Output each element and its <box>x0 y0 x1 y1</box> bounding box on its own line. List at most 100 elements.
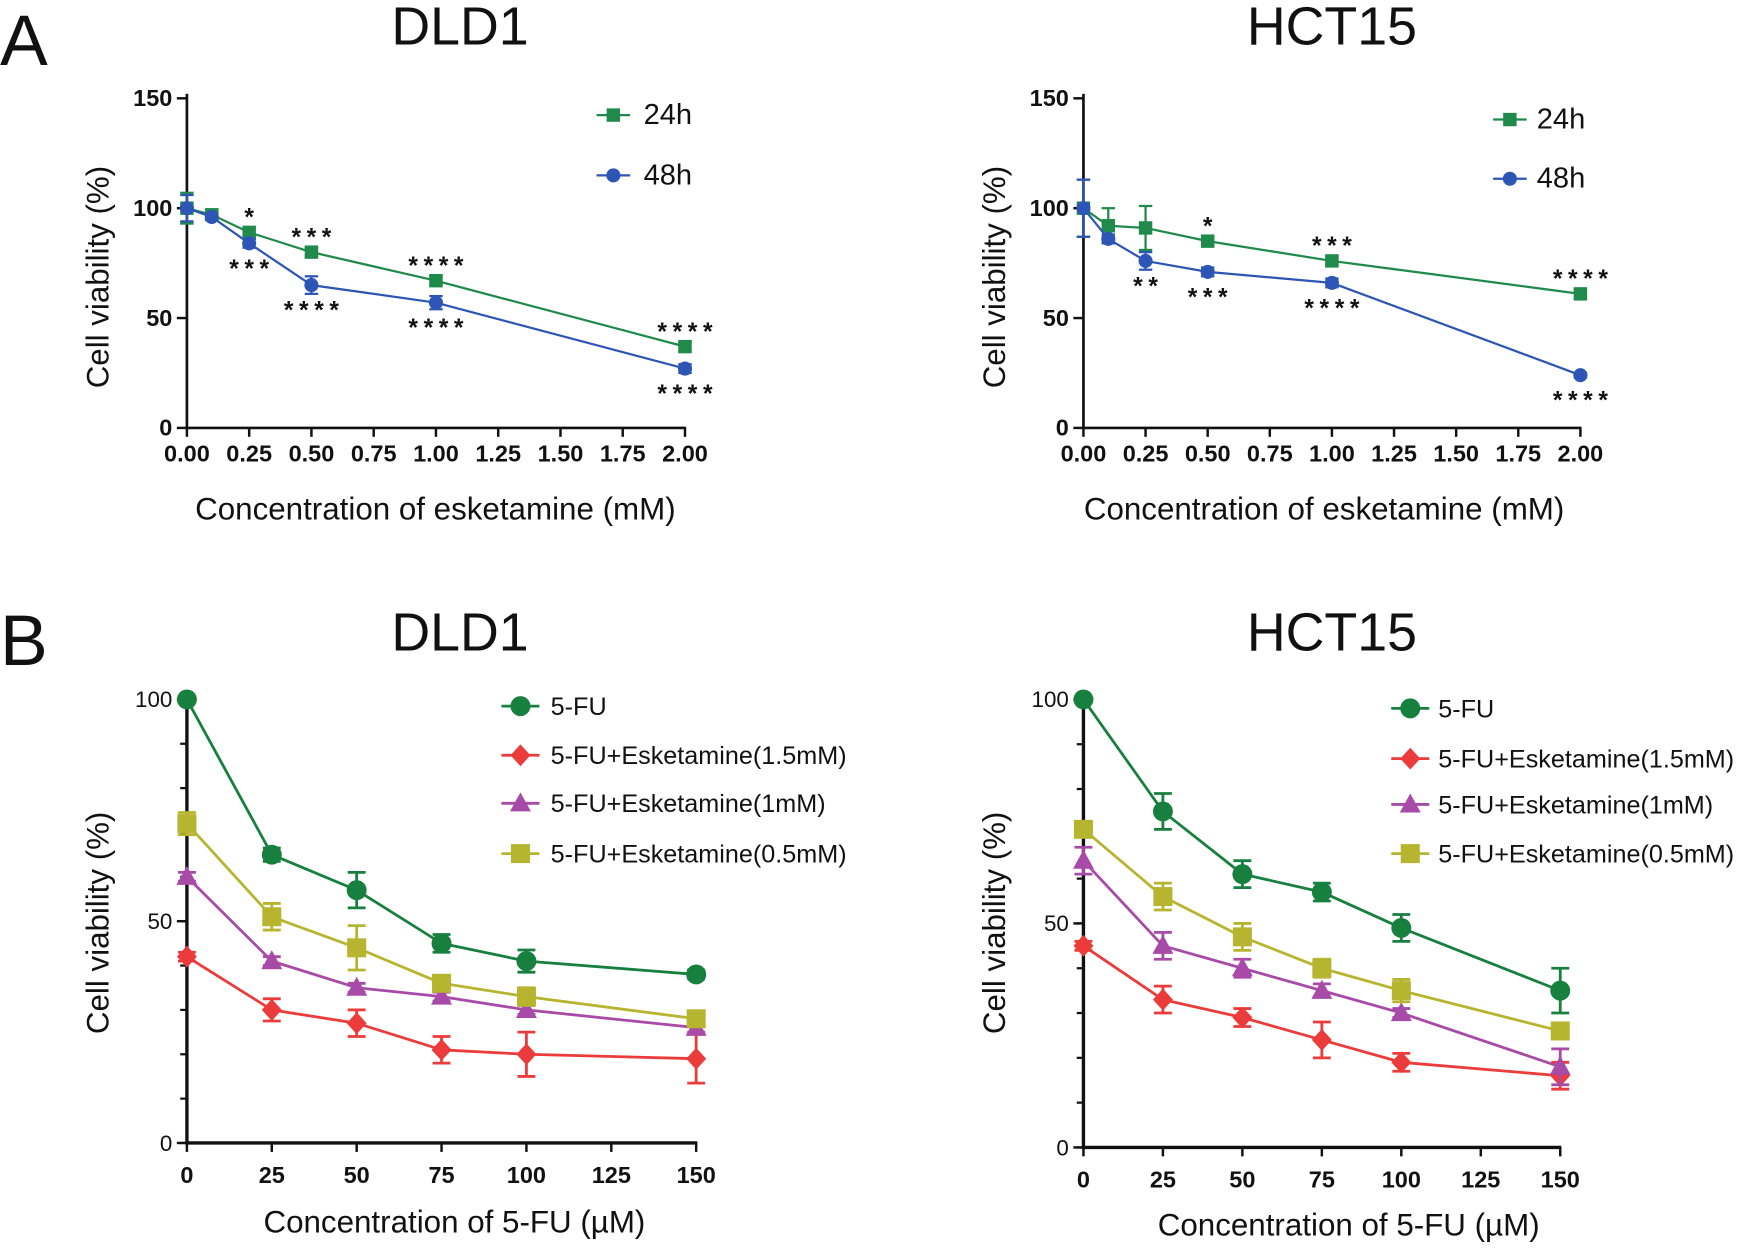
chart-title: DLD1 <box>391 0 528 57</box>
series-5-fu-esketamine-0-5mm <box>1073 819 1570 1041</box>
legend-marker <box>1400 844 1420 864</box>
48h-point <box>1101 231 1116 246</box>
5-fu-esketamine-1mm-point <box>1549 1055 1571 1075</box>
x-tick-label: 75 <box>1309 1167 1335 1193</box>
legend-label: 5-FU+Esketamine(0.5mM) <box>551 841 847 869</box>
5-fu-point <box>1073 689 1094 710</box>
series-5-fu <box>1073 689 1571 1015</box>
x-tick-label: 0.75 <box>1247 440 1293 466</box>
x-tick-label: 2.00 <box>1558 440 1604 466</box>
5-fu-esketamine-0-5mm-point <box>516 987 536 1007</box>
5-fu-esketamine-0-5mm-point <box>1153 887 1173 907</box>
48h-point <box>1573 368 1588 383</box>
5-fu-esketamine-1mm-point <box>515 998 537 1018</box>
axes: 0 50 100 150 0.00 0.25 0.50 0.75 1.00 1.25 1.50 1.7… <box>133 85 708 466</box>
y-tick-label: 100 <box>133 195 172 221</box>
5-fu-esketamine-0-5mm-point <box>1391 981 1411 1001</box>
legend-item-5-fu: 5-FU <box>1391 695 1494 723</box>
panel-letter-a: A <box>0 1 48 81</box>
5-fu-esketamine-1-5mm-point <box>1152 988 1173 1011</box>
legend: 24h 48h <box>596 99 693 191</box>
legend: 24h 48h <box>1493 104 1585 195</box>
y-axis-label: Cell viability (%) <box>977 166 1012 388</box>
5-fu-esketamine-1mm-line <box>185 875 697 1030</box>
significance-label: **** <box>657 319 718 346</box>
48h-point <box>179 201 194 216</box>
axes: 0 50 100 0 25 50 75 100 125 150 <box>135 687 716 1188</box>
x-tick-label: 75 <box>428 1162 454 1188</box>
series-5-fu-esketamine-0-5mm <box>177 811 706 1029</box>
legend: 5-FU 5-FU+Esketamine(1.5mM) 5-FU+Esketamin… <box>501 693 847 869</box>
x-tick-label: 1.75 <box>1495 440 1541 466</box>
legend-label: 5-FU <box>1438 695 1494 723</box>
legend-item-24h: 24h <box>1493 104 1586 136</box>
legend-marker <box>606 108 621 122</box>
5-fu-point <box>261 844 282 865</box>
y-tick-label: 0 <box>1056 1135 1068 1160</box>
axes: 0 50 100 150 0.00 0.25 0.50 0.75 1.00 1.25 1.50 1.7… <box>1030 85 1604 466</box>
x-tick-label: 1.50 <box>1433 440 1479 466</box>
y-tick-label: 0 <box>159 415 172 441</box>
y-tick-label: 0 <box>160 1131 172 1156</box>
x-tick-label: 1.00 <box>413 440 459 466</box>
legend-label: 24h <box>1537 104 1586 136</box>
significance-label: **** <box>1304 295 1365 322</box>
5-fu-esketamine-0-5mm-point <box>1232 927 1252 947</box>
48h-point <box>677 361 693 376</box>
24h-point <box>1573 287 1588 301</box>
5-fu-esketamine-1-5mm-line <box>1082 944 1561 1078</box>
5-fu-esketamine-0-5mm-point <box>432 973 452 993</box>
5-fu-esketamine-1-5mm-point <box>1073 934 1094 957</box>
y-axis-label: Cell viability (%) <box>81 166 116 388</box>
x-tick-label: 125 <box>592 1162 631 1188</box>
5-fu-point <box>176 689 197 710</box>
chart-title: HCT15 <box>1247 602 1417 662</box>
y-tick-label: 100 <box>1030 195 1069 221</box>
5-fu-esketamine-1mm-point <box>1390 1002 1412 1022</box>
x-tick-label: 150 <box>677 1162 716 1188</box>
5-fu-esketamine-1mm-point <box>1152 934 1174 954</box>
legend-marker <box>606 168 621 183</box>
axes: 0 50 100 0 25 50 75 100 125 150 <box>1032 687 1580 1192</box>
legend-item-5-fu-esketamine-0-5mm: 5-FU+Esketamine(0.5mM) <box>1391 841 1734 869</box>
legend: 5-FU 5-FU+Esketamine(1.5mM) 5-FU+Esketamin… <box>1391 695 1734 869</box>
5-fu-esketamine-0-5mm-point <box>1550 1021 1570 1041</box>
5-fu-esketamine-1mm-point <box>176 865 198 885</box>
chart-a-hct15: HCT15 0 50 100 150 0.00 0.25 0.50 0.75 1.00 1.25 1.… <box>977 0 1614 527</box>
5-fu-esketamine-1-5mm-point <box>346 1012 367 1035</box>
5-fu-esketamine-1-5mm-point <box>1232 1006 1253 1029</box>
legend-label: 5-FU+Esketamine(1mM) <box>551 790 826 818</box>
24h-point <box>242 225 256 240</box>
5-fu-point <box>1311 882 1332 903</box>
5-fu-point <box>686 964 707 985</box>
5-fu-point <box>1550 980 1571 1001</box>
5-fu-esketamine-1mm-point <box>431 985 453 1005</box>
24h-point <box>429 273 443 288</box>
x-tick-label: 0.75 <box>351 440 397 466</box>
x-tick-label: 0 <box>180 1162 193 1188</box>
significance-label: **** <box>408 253 469 280</box>
significance-label: **** <box>1553 388 1614 415</box>
x-tick-label: 2.00 <box>662 440 708 466</box>
series-5-fu-esketamine-1-5mm <box>176 945 707 1085</box>
chart-title: DLD1 <box>391 602 528 662</box>
y-tick-label: 0 <box>1056 415 1069 441</box>
48h-point <box>204 209 219 225</box>
chart-a-dld1: DLD1 0 50 100 150 0.00 0.25 0.50 0.75 1.00 1.25 1.5… <box>81 0 718 527</box>
significance-label: * <box>1203 213 1218 240</box>
y-tick-label: 150 <box>133 85 172 111</box>
legend-item-48h: 48h <box>1493 163 1585 195</box>
x-axis-label: Concentration of esketamine (mM) <box>1084 492 1565 527</box>
legend-item-5-fu-esketamine-0-5mm: 5-FU+Esketamine(0.5mM) <box>501 841 847 869</box>
5-fu-line <box>185 698 697 976</box>
5-fu-esketamine-1mm-point <box>1231 957 1253 977</box>
legend-label: 48h <box>644 159 693 191</box>
48h-point <box>1138 253 1153 268</box>
5-fu-esketamine-1mm-point <box>1311 979 1333 999</box>
48h-point <box>304 278 319 293</box>
48h-point <box>1324 275 1339 290</box>
legend-label: 5-FU+Esketamine(1mM) <box>1438 791 1713 819</box>
legend-item-5-fu-esketamine-1-5mm: 5-FU+Esketamine(1.5mM) <box>501 742 847 770</box>
legend-label: 48h <box>1537 163 1586 195</box>
